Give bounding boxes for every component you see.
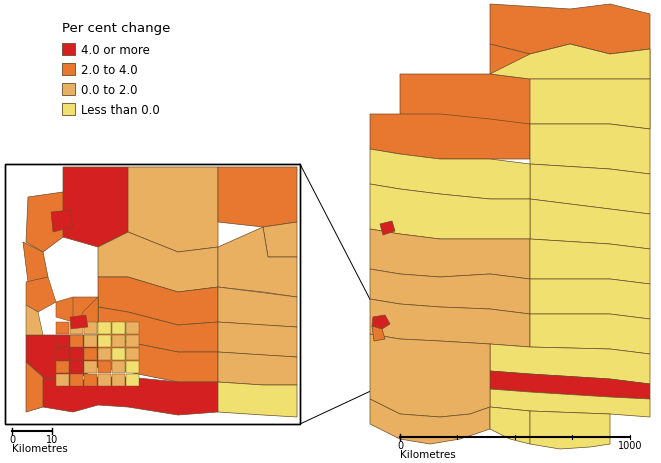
Polygon shape [370, 399, 490, 444]
Polygon shape [70, 361, 83, 373]
Polygon shape [530, 314, 650, 354]
Bar [62, 104, 75, 116]
Polygon shape [56, 297, 83, 322]
Polygon shape [372, 315, 390, 329]
Text: 0.0 to 2.0: 0.0 to 2.0 [81, 83, 137, 96]
Polygon shape [26, 305, 43, 335]
Polygon shape [98, 307, 218, 352]
Polygon shape [70, 348, 83, 360]
Polygon shape [98, 374, 111, 386]
Text: 2.0 to 4.0: 2.0 to 4.0 [81, 63, 137, 76]
Polygon shape [530, 165, 650, 214]
Polygon shape [530, 411, 610, 449]
Polygon shape [56, 374, 69, 386]
Polygon shape [112, 361, 125, 373]
Polygon shape [218, 227, 297, 297]
Polygon shape [98, 322, 111, 334]
Polygon shape [112, 322, 125, 334]
Polygon shape [43, 377, 218, 415]
Polygon shape [126, 361, 139, 373]
Polygon shape [112, 374, 125, 386]
Text: Kilometres: Kilometres [400, 449, 455, 459]
Polygon shape [218, 322, 297, 357]
Polygon shape [530, 239, 650, 284]
Polygon shape [84, 361, 97, 373]
Polygon shape [490, 45, 650, 80]
Polygon shape [370, 269, 530, 314]
Polygon shape [23, 243, 48, 282]
Polygon shape [218, 352, 297, 385]
Text: Less than 0.0: Less than 0.0 [81, 103, 160, 116]
Polygon shape [126, 374, 139, 386]
Polygon shape [490, 389, 650, 417]
Polygon shape [218, 168, 297, 227]
Polygon shape [26, 277, 56, 313]
Polygon shape [400, 75, 650, 130]
Polygon shape [370, 334, 490, 417]
Bar [5, 165, 300, 424]
Polygon shape [370, 300, 530, 347]
Polygon shape [63, 168, 128, 247]
Polygon shape [73, 297, 98, 325]
Text: 0: 0 [397, 440, 403, 450]
Polygon shape [372, 326, 385, 341]
Polygon shape [490, 344, 650, 384]
Polygon shape [490, 371, 650, 399]
Polygon shape [84, 374, 97, 386]
Polygon shape [126, 335, 139, 347]
Polygon shape [370, 115, 530, 160]
Polygon shape [70, 335, 83, 347]
Polygon shape [490, 407, 530, 444]
Polygon shape [530, 80, 650, 130]
Polygon shape [218, 288, 297, 327]
Polygon shape [128, 168, 218, 252]
Polygon shape [98, 337, 218, 382]
Polygon shape [98, 348, 111, 360]
Polygon shape [98, 232, 218, 292]
Text: Per cent change: Per cent change [62, 22, 171, 35]
Polygon shape [530, 125, 650, 175]
Polygon shape [530, 200, 650, 250]
Text: Kilometres: Kilometres [12, 443, 67, 453]
Polygon shape [70, 374, 83, 386]
Polygon shape [98, 335, 111, 347]
Polygon shape [490, 5, 650, 55]
Bar [62, 44, 75, 56]
Polygon shape [218, 382, 297, 417]
Polygon shape [78, 297, 98, 329]
Polygon shape [56, 322, 69, 334]
Polygon shape [26, 335, 98, 382]
Polygon shape [26, 362, 43, 412]
Polygon shape [84, 348, 97, 360]
Polygon shape [56, 361, 69, 373]
Text: 1000: 1000 [618, 440, 642, 450]
Polygon shape [84, 322, 97, 334]
Polygon shape [263, 223, 297, 257]
Polygon shape [490, 45, 650, 80]
Polygon shape [126, 322, 139, 334]
Text: 0: 0 [9, 434, 15, 444]
Bar [62, 84, 75, 96]
Polygon shape [112, 348, 125, 360]
Bar [62, 64, 75, 76]
Polygon shape [530, 279, 650, 319]
Polygon shape [70, 315, 88, 329]
Polygon shape [98, 361, 111, 373]
Polygon shape [112, 335, 125, 347]
Polygon shape [51, 211, 73, 232]
Text: 10: 10 [46, 434, 58, 444]
Polygon shape [98, 277, 218, 325]
Polygon shape [84, 335, 97, 347]
Polygon shape [26, 193, 63, 252]
Polygon shape [370, 185, 530, 239]
Text: 4.0 or more: 4.0 or more [81, 44, 150, 56]
Polygon shape [56, 348, 69, 360]
Polygon shape [370, 150, 530, 200]
Polygon shape [56, 335, 69, 347]
Polygon shape [70, 322, 83, 334]
Polygon shape [380, 221, 395, 236]
Polygon shape [126, 348, 139, 360]
Polygon shape [370, 230, 530, 279]
Bar [5, 165, 300, 424]
